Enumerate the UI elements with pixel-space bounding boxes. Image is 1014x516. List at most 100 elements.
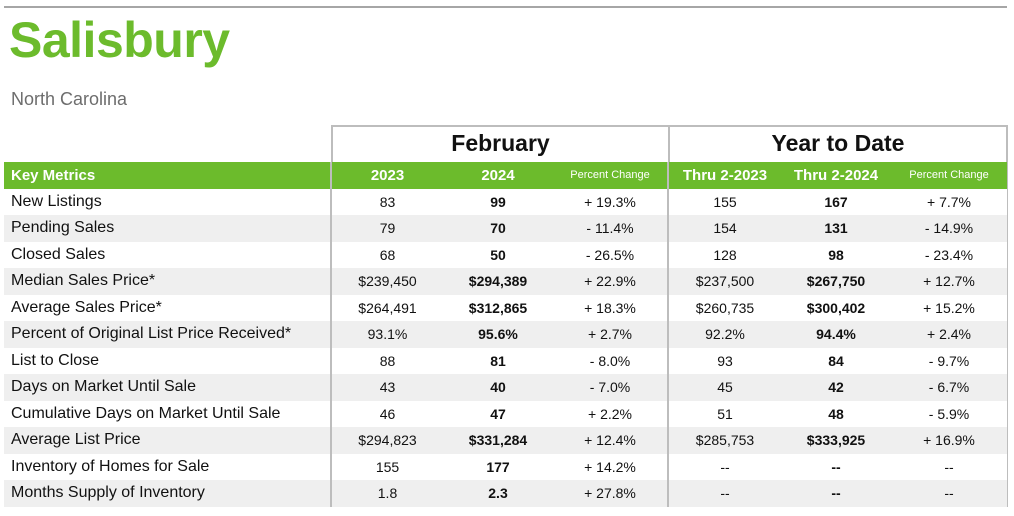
column-header-feb-2024: 2024 [481, 166, 515, 184]
ytd-2024-value: 48 [828, 405, 844, 422]
ytd-group-title: Year to Date [771, 130, 905, 156]
table-row: Cumulative Days on Market Until Sale 46 47… [4, 400, 1007, 427]
column-header-feb-2023: 2023 [330, 162, 443, 189]
ytd-2024-value: 167 [824, 193, 848, 210]
ytd-2023-value: -- [667, 480, 781, 507]
ytd-percent-change: + 15.2% [923, 299, 975, 316]
ytd-2023-value: 155 [667, 188, 781, 215]
feb-2023-value: 43 [330, 374, 443, 401]
feb-2024-value: $312,865 [468, 299, 528, 316]
feb-2024-value: 99 [490, 193, 506, 210]
metric-name: Inventory of Homes for Sale [11, 457, 210, 475]
metric-name: Months Supply of Inventory [11, 484, 205, 502]
column-header-feb-percent-change: Percent Change [570, 169, 650, 182]
ytd-2024-value: -- [831, 485, 841, 502]
table-row: Closed Sales 68 50 - 26.5% 128 98 - 23.4% [4, 241, 1007, 268]
ytd-2024-value: 131 [824, 220, 848, 237]
feb-2023-value: 46 [330, 400, 443, 427]
ytd-2024-value: $333,925 [806, 432, 866, 449]
ytd-percent-change: + 2.4% [927, 326, 971, 343]
column-header-ytd-2023: Thru 2-2023 [667, 162, 781, 189]
feb-2023-value: 68 [330, 241, 443, 268]
feb-2024-value: 177 [486, 458, 510, 475]
feb-2023-value: 93.1% [330, 321, 443, 348]
feb-percent-change: - 26.5% [585, 246, 635, 263]
ytd-2024-value: 42 [828, 379, 844, 396]
metric-name: Percent of Original List Price Received* [11, 325, 292, 343]
ytd-percent-change: - 6.7% [928, 379, 970, 396]
ytd-2023-value: 45 [667, 374, 781, 401]
ytd-2023-value: 51 [667, 400, 781, 427]
ytd-2023-value: 93 [667, 347, 781, 374]
metric-name: Closed Sales [11, 245, 106, 263]
ytd-2023-value: $237,500 [667, 268, 781, 295]
ytd-2023-value: 154 [667, 215, 781, 242]
feb-2023-value: 79 [330, 215, 443, 242]
metric-name: List to Close [11, 351, 100, 369]
feb-percent-change: - 11.4% [586, 220, 634, 237]
metric-name: Cumulative Days on Market Until Sale [11, 404, 281, 422]
ytd-2024-value: 84 [828, 352, 844, 369]
feb-percent-change: - 7.0% [589, 379, 631, 396]
metric-name: Pending Sales [11, 219, 115, 237]
ytd-percent-change: - 5.9% [928, 405, 970, 422]
ytd-percent-change: + 7.7% [927, 193, 971, 210]
ytd-2023-value: 92.2% [667, 321, 781, 348]
feb-percent-change: + 12.4% [584, 432, 636, 449]
feb-percent-change: + 2.2% [588, 405, 632, 422]
feb-2023-value: 1.8 [330, 480, 443, 507]
feb-percent-change: - 8.0% [589, 352, 631, 369]
feb-2023-value: 88 [330, 347, 443, 374]
feb-2024-value: 2.3 [488, 485, 508, 502]
table-row: Percent of Original List Price Received*… [4, 321, 1007, 348]
feb-2024-value: 95.6% [478, 326, 518, 343]
ytd-2024-value: 98 [828, 246, 844, 263]
table-row: New Listings 83 99 + 19.3% 155 167 + 7.7% [4, 188, 1007, 215]
feb-2023-value: $239,450 [330, 268, 443, 295]
key-metrics-table: Key Metrics 2023 2024 Percent Change Thr… [4, 162, 1008, 507]
feb-2024-value: $331,284 [468, 432, 528, 449]
table-row: Median Sales Price* $239,450 $294,389 + 22.… [4, 268, 1007, 295]
february-group-title: February [451, 130, 550, 156]
feb-2023-value: $264,491 [330, 294, 443, 321]
report-title: Salisbury [9, 12, 230, 68]
feb-2024-value: 70 [490, 220, 506, 237]
table-row: List to Close 88 81 - 8.0% 93 84 - 9.7% [4, 347, 1007, 374]
feb-2024-value: 47 [490, 405, 506, 422]
table-row: Months Supply of Inventory 1.8 2.3 + 27.8% -… [4, 480, 1007, 507]
ytd-2024-value: $267,750 [806, 273, 866, 290]
ytd-percent-change: - 9.7% [928, 352, 970, 369]
table-row: Average List Price $294,823 $331,284 + 12.4… [4, 427, 1007, 454]
metric-name: Average List Price [11, 431, 141, 449]
metric-name: Median Sales Price* [11, 272, 156, 290]
feb-percent-change: + 14.2% [584, 458, 636, 475]
column-header-ytd-percent-change: Percent Change [909, 169, 989, 182]
ytd-percent-change: -- [944, 458, 954, 475]
table-row: Pending Sales 79 70 - 11.4% 154 131 - 14.9% [4, 215, 1007, 242]
table-row: Average Sales Price* $264,491 $312,865 + 18… [4, 294, 1007, 321]
feb-percent-change: + 19.3% [584, 193, 636, 210]
feb-percent-change: + 22.9% [584, 273, 636, 290]
ytd-percent-change: + 12.7% [923, 273, 975, 290]
feb-2024-value: 50 [490, 246, 506, 263]
metric-name: Days on Market Until Sale [11, 378, 196, 396]
feb-2024-value: 81 [490, 352, 506, 369]
ytd-2024-value: 94.4% [816, 326, 856, 343]
ytd-2023-value: $260,735 [667, 294, 781, 321]
ytd-2023-value: $285,753 [667, 427, 781, 454]
feb-2024-value: 40 [490, 379, 506, 396]
feb-percent-change: + 2.7% [588, 326, 632, 343]
feb-2023-value: 155 [330, 453, 443, 480]
metric-name: Average Sales Price* [11, 298, 162, 316]
table-row: Days on Market Until Sale 43 40 - 7.0% 45 42 -… [4, 374, 1007, 401]
ytd-2023-value: 128 [667, 241, 781, 268]
ytd-percent-change: - 23.4% [924, 246, 974, 263]
feb-percent-change: + 18.3% [584, 299, 636, 316]
column-header-ytd-2024: Thru 2-2024 [793, 166, 879, 184]
table-row: Inventory of Homes for Sale 155 177 + 14.2%… [4, 453, 1007, 480]
feb-percent-change: + 27.8% [584, 485, 636, 502]
table-body: New Listings 83 99 + 19.3% 155 167 + 7.7% Pendi… [4, 188, 1007, 507]
report-subtitle: North Carolina [11, 89, 128, 109]
column-header-metric: Key Metrics [11, 166, 96, 184]
table-header-row: Key Metrics 2023 2024 Percent Change Thr… [4, 162, 1007, 189]
